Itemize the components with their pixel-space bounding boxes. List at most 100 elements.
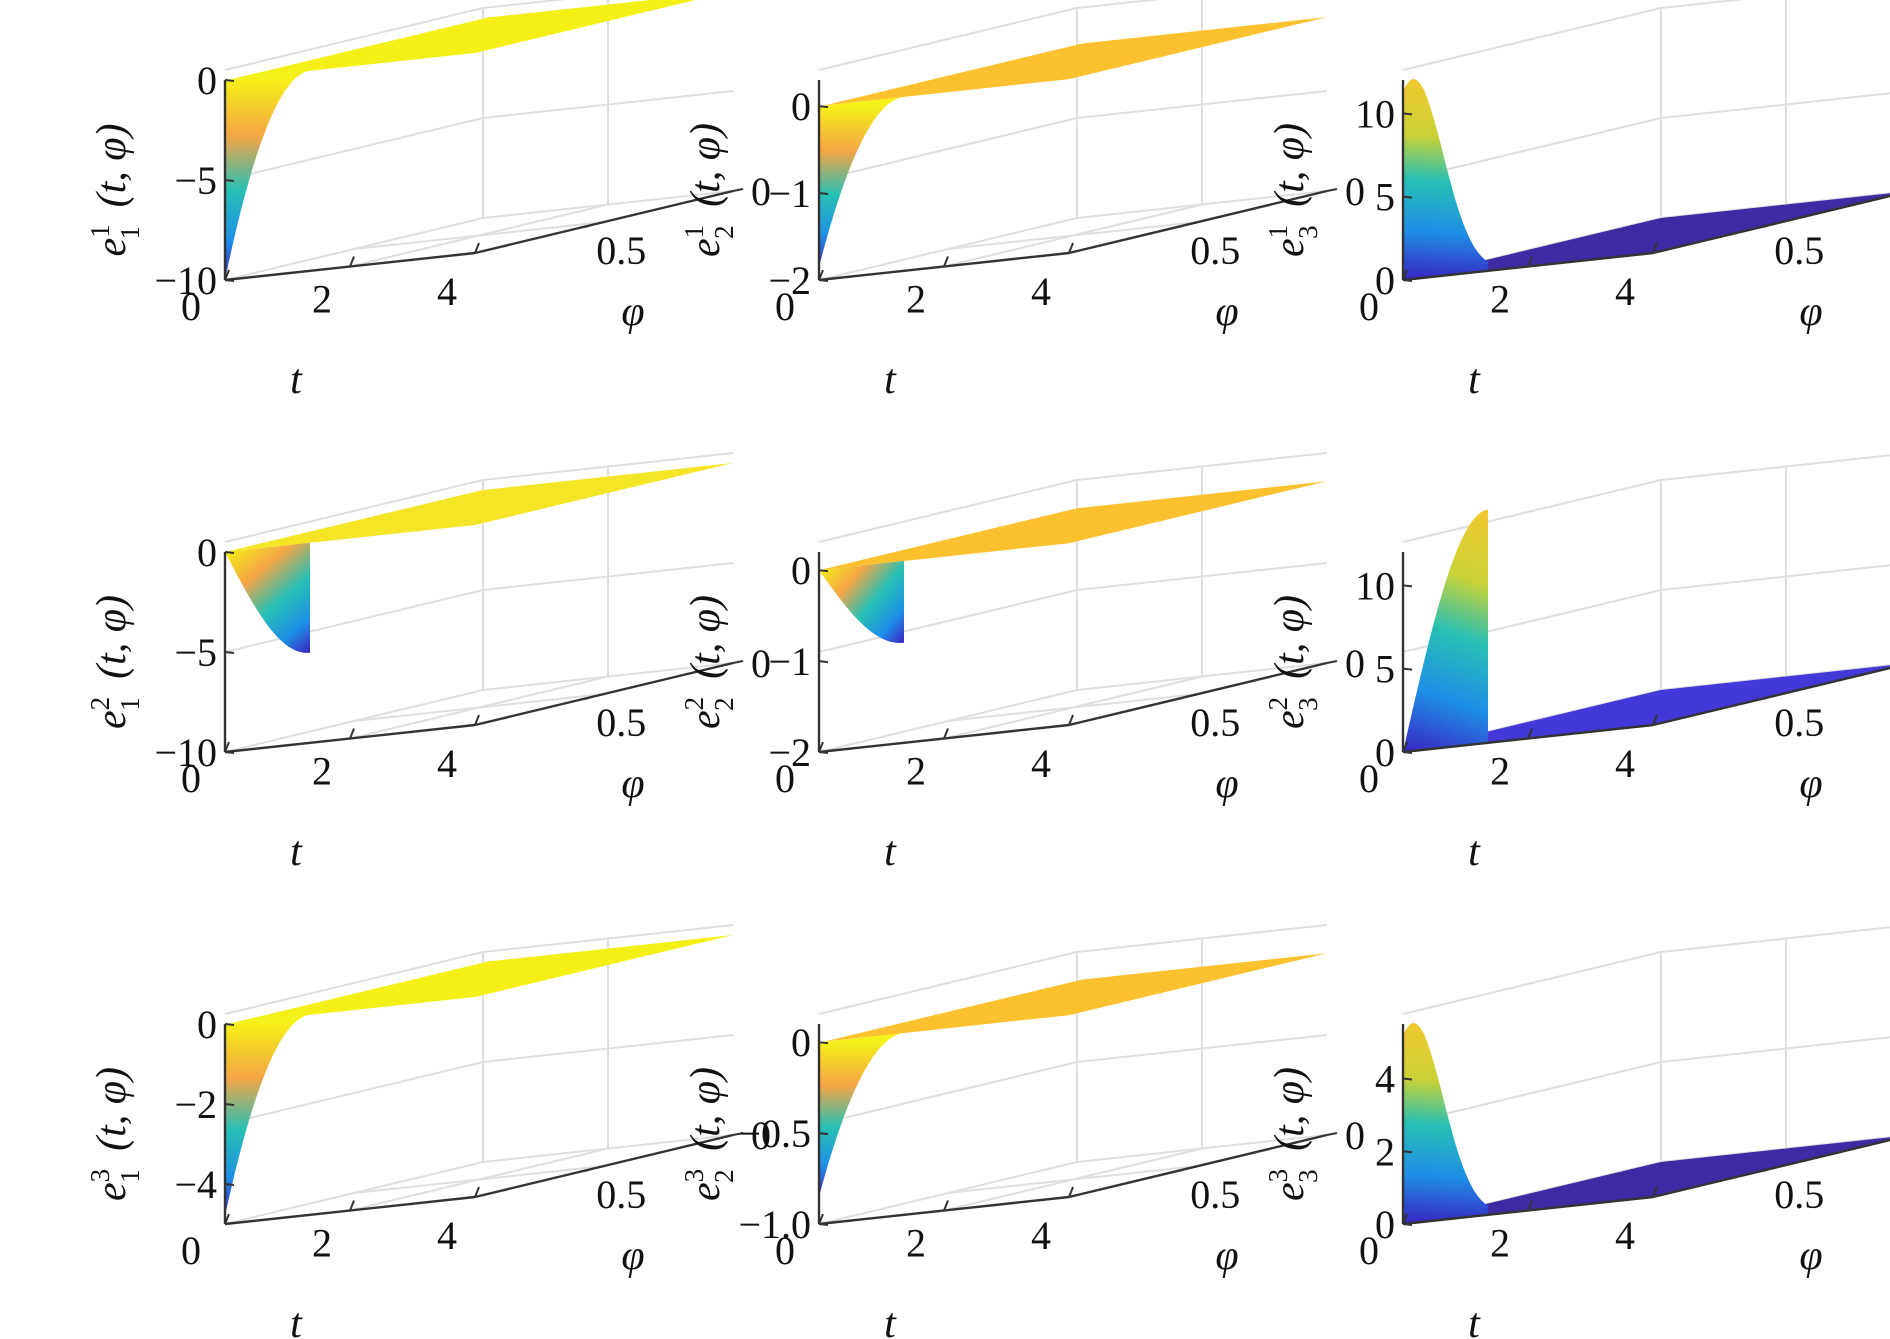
x-axis-label: t: [290, 357, 303, 403]
grid-line: [1076, 1134, 1328, 1163]
z-tick: [224, 79, 235, 82]
surface-edge: [1403, 1022, 1488, 1224]
grid-line: [818, 1061, 1078, 1125]
x-tick-label: 0: [181, 756, 201, 801]
y-tick: [732, 188, 744, 192]
grid-line: [1660, 92, 1890, 119]
surface-edge: [1403, 78, 1488, 281]
y-tick: [1756, 225, 1767, 230]
z-tick: [818, 751, 829, 754]
x-tick-label: 4: [1615, 1213, 1635, 1258]
grid-line: [482, 662, 734, 691]
x-tick-label: 4: [1615, 269, 1635, 314]
surface-flat: [824, 17, 1327, 106]
grid-line: [353, 221, 605, 250]
grid-line: [1076, 1034, 1328, 1063]
x-axis-label: t: [884, 1301, 897, 1339]
surface-edge: [819, 96, 904, 268]
grid-line: [224, 217, 484, 281]
z-axis-label: e21 (t, φ): [85, 595, 145, 729]
grid-line: [482, 562, 734, 591]
x-tick: [1652, 714, 1658, 726]
z-tick-label: 5: [1375, 647, 1395, 692]
z-tick: [224, 1023, 235, 1026]
grid-line: [224, 951, 484, 1015]
z-tick-label: −2: [768, 258, 811, 303]
grid-line: [818, 589, 1078, 653]
x-tick: [1068, 714, 1074, 726]
grid-line: [947, 693, 1199, 722]
x-tick-label: 4: [1615, 741, 1635, 786]
surface-edge: [1403, 509, 1488, 752]
x-tick: [1527, 256, 1533, 267]
y-axis-label: φ: [621, 289, 644, 335]
x-tick: [349, 728, 355, 739]
grid-line: [482, 190, 734, 219]
x-tick-label: 0: [775, 284, 795, 329]
grid-line: [1076, 562, 1328, 591]
x-tick: [1527, 1200, 1533, 1211]
x-tick-label: 0: [1359, 1228, 1379, 1273]
x-tick: [349, 256, 355, 267]
z-tick-label: 10: [1355, 563, 1395, 608]
surface-flat: [1403, 665, 1890, 752]
grid-line: [1076, 90, 1328, 119]
grid-line: [818, 689, 1078, 753]
y-tick-label: 0.5: [1190, 228, 1240, 273]
y-tick-label: 0: [1345, 169, 1365, 214]
z-tick: [1402, 1150, 1413, 1154]
surface-flat: [225, 463, 733, 552]
x-tick: [474, 242, 480, 254]
grid-line: [818, 951, 1078, 1015]
y-axis: [474, 661, 734, 727]
z-tick-label: 0: [1375, 258, 1395, 303]
z-tick: [818, 1223, 829, 1226]
z-tick-label: 0: [197, 1002, 217, 1047]
subplot-3-1: 0 −2 −4 0 2 4 0 0.5 t φ e31 (t, φ): [85, 924, 771, 1339]
x-tick-label: 4: [1031, 741, 1051, 786]
y-tick-label: 0.5: [1190, 700, 1240, 745]
grid-line: [224, 1061, 484, 1125]
x-tick: [1068, 1186, 1074, 1198]
z-tick-label: −1.0: [738, 1202, 811, 1247]
x-tick-label: 4: [437, 741, 457, 786]
y-axis: [474, 1133, 734, 1199]
z-tick-label: 2: [1375, 1129, 1395, 1174]
y-axis-label: φ: [1215, 289, 1238, 335]
y-tick: [1172, 697, 1183, 702]
surface-edge: [819, 1033, 904, 1197]
x-tick: [943, 256, 949, 267]
z-tick-label: −10: [154, 258, 217, 303]
y-axis: [1652, 666, 1890, 727]
z-tick: [224, 1103, 235, 1106]
x-tick-label: 0: [1359, 284, 1379, 329]
x-tick-label: 2: [906, 277, 926, 322]
y-tick: [578, 1169, 589, 1174]
x-axis-label: t: [290, 1301, 303, 1339]
x-tick-label: 4: [1031, 269, 1051, 314]
grid-line: [1402, 951, 1662, 1015]
grid-wall: [1660, 926, 1890, 1162]
z-tick: [818, 1132, 829, 1136]
z-tick: [1402, 279, 1413, 282]
y-tick-label: 0.5: [596, 1172, 646, 1217]
grid-line: [353, 1165, 605, 1194]
y-tick-label: 0.5: [1774, 228, 1824, 273]
z-tick: [1402, 195, 1413, 199]
grid-line: [818, 217, 1078, 281]
grid-line: [947, 1165, 1199, 1194]
x-tick: [349, 1200, 355, 1211]
y-tick-label: 0.5: [596, 700, 646, 745]
grid-line: [1402, 7, 1662, 71]
z-tick: [224, 279, 235, 282]
y-axis-label: φ: [1799, 761, 1822, 807]
grid-wall: [1660, 0, 1745, 218]
y-tick-label: 0: [751, 641, 771, 686]
y-axis: [1652, 194, 1890, 255]
z-axis-label: e13 (t, φ): [1263, 123, 1323, 257]
